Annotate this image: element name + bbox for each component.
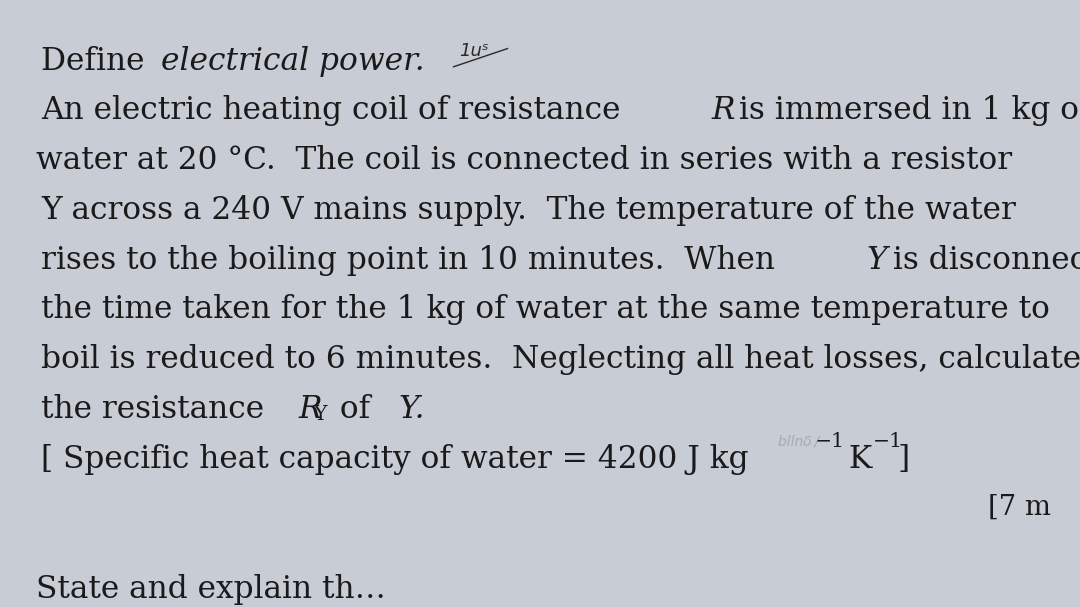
Text: −1: −1: [874, 432, 903, 450]
Text: is disconnected,: is disconnected,: [883, 245, 1080, 276]
Text: An electric heating coil of resistance: An electric heating coil of resistance: [41, 95, 631, 126]
Text: bllnδ /: bllnδ /: [778, 435, 819, 449]
Text: boil is reduced to 6 minutes.  Neglecting all heat losses, calculate: boil is reduced to 6 minutes. Neglecting…: [41, 344, 1080, 375]
Text: −1: −1: [814, 432, 845, 450]
Text: Y: Y: [313, 405, 327, 424]
Text: Y: Y: [866, 245, 887, 276]
Text: 1uˢ: 1uˢ: [459, 42, 488, 61]
Text: water at 20 °C.  The coil is connected in series with a resistor: water at 20 °C. The coil is connected in…: [36, 145, 1012, 176]
Text: Y across a 240 V mains supply.  The temperature of the water: Y across a 240 V mains supply. The tempe…: [41, 195, 1016, 226]
Text: is immersed in 1 kg of: is immersed in 1 kg of: [729, 95, 1080, 126]
Text: electrical power.: electrical power.: [161, 46, 424, 76]
Text: [ Specific heat capacity of water = 4200 J kg: [ Specific heat capacity of water = 4200…: [41, 444, 748, 475]
Text: Define: Define: [41, 46, 154, 76]
Text: K: K: [839, 444, 873, 475]
Text: ]: ]: [897, 444, 910, 475]
Text: R: R: [299, 394, 322, 425]
Text: the resistance: the resistance: [41, 394, 274, 425]
Text: Y.: Y.: [399, 394, 426, 425]
Text: the time taken for the 1 kg of water at the same temperature to: the time taken for the 1 kg of water at …: [41, 294, 1050, 325]
Text: [7 m: [7 m: [988, 493, 1051, 520]
Text: State and explain th…: State and explain th…: [36, 574, 386, 605]
Text: rises to the boiling point in 10 minutes.  When: rises to the boiling point in 10 minutes…: [41, 245, 785, 276]
Text: of: of: [330, 394, 380, 425]
Text: R: R: [712, 95, 734, 126]
